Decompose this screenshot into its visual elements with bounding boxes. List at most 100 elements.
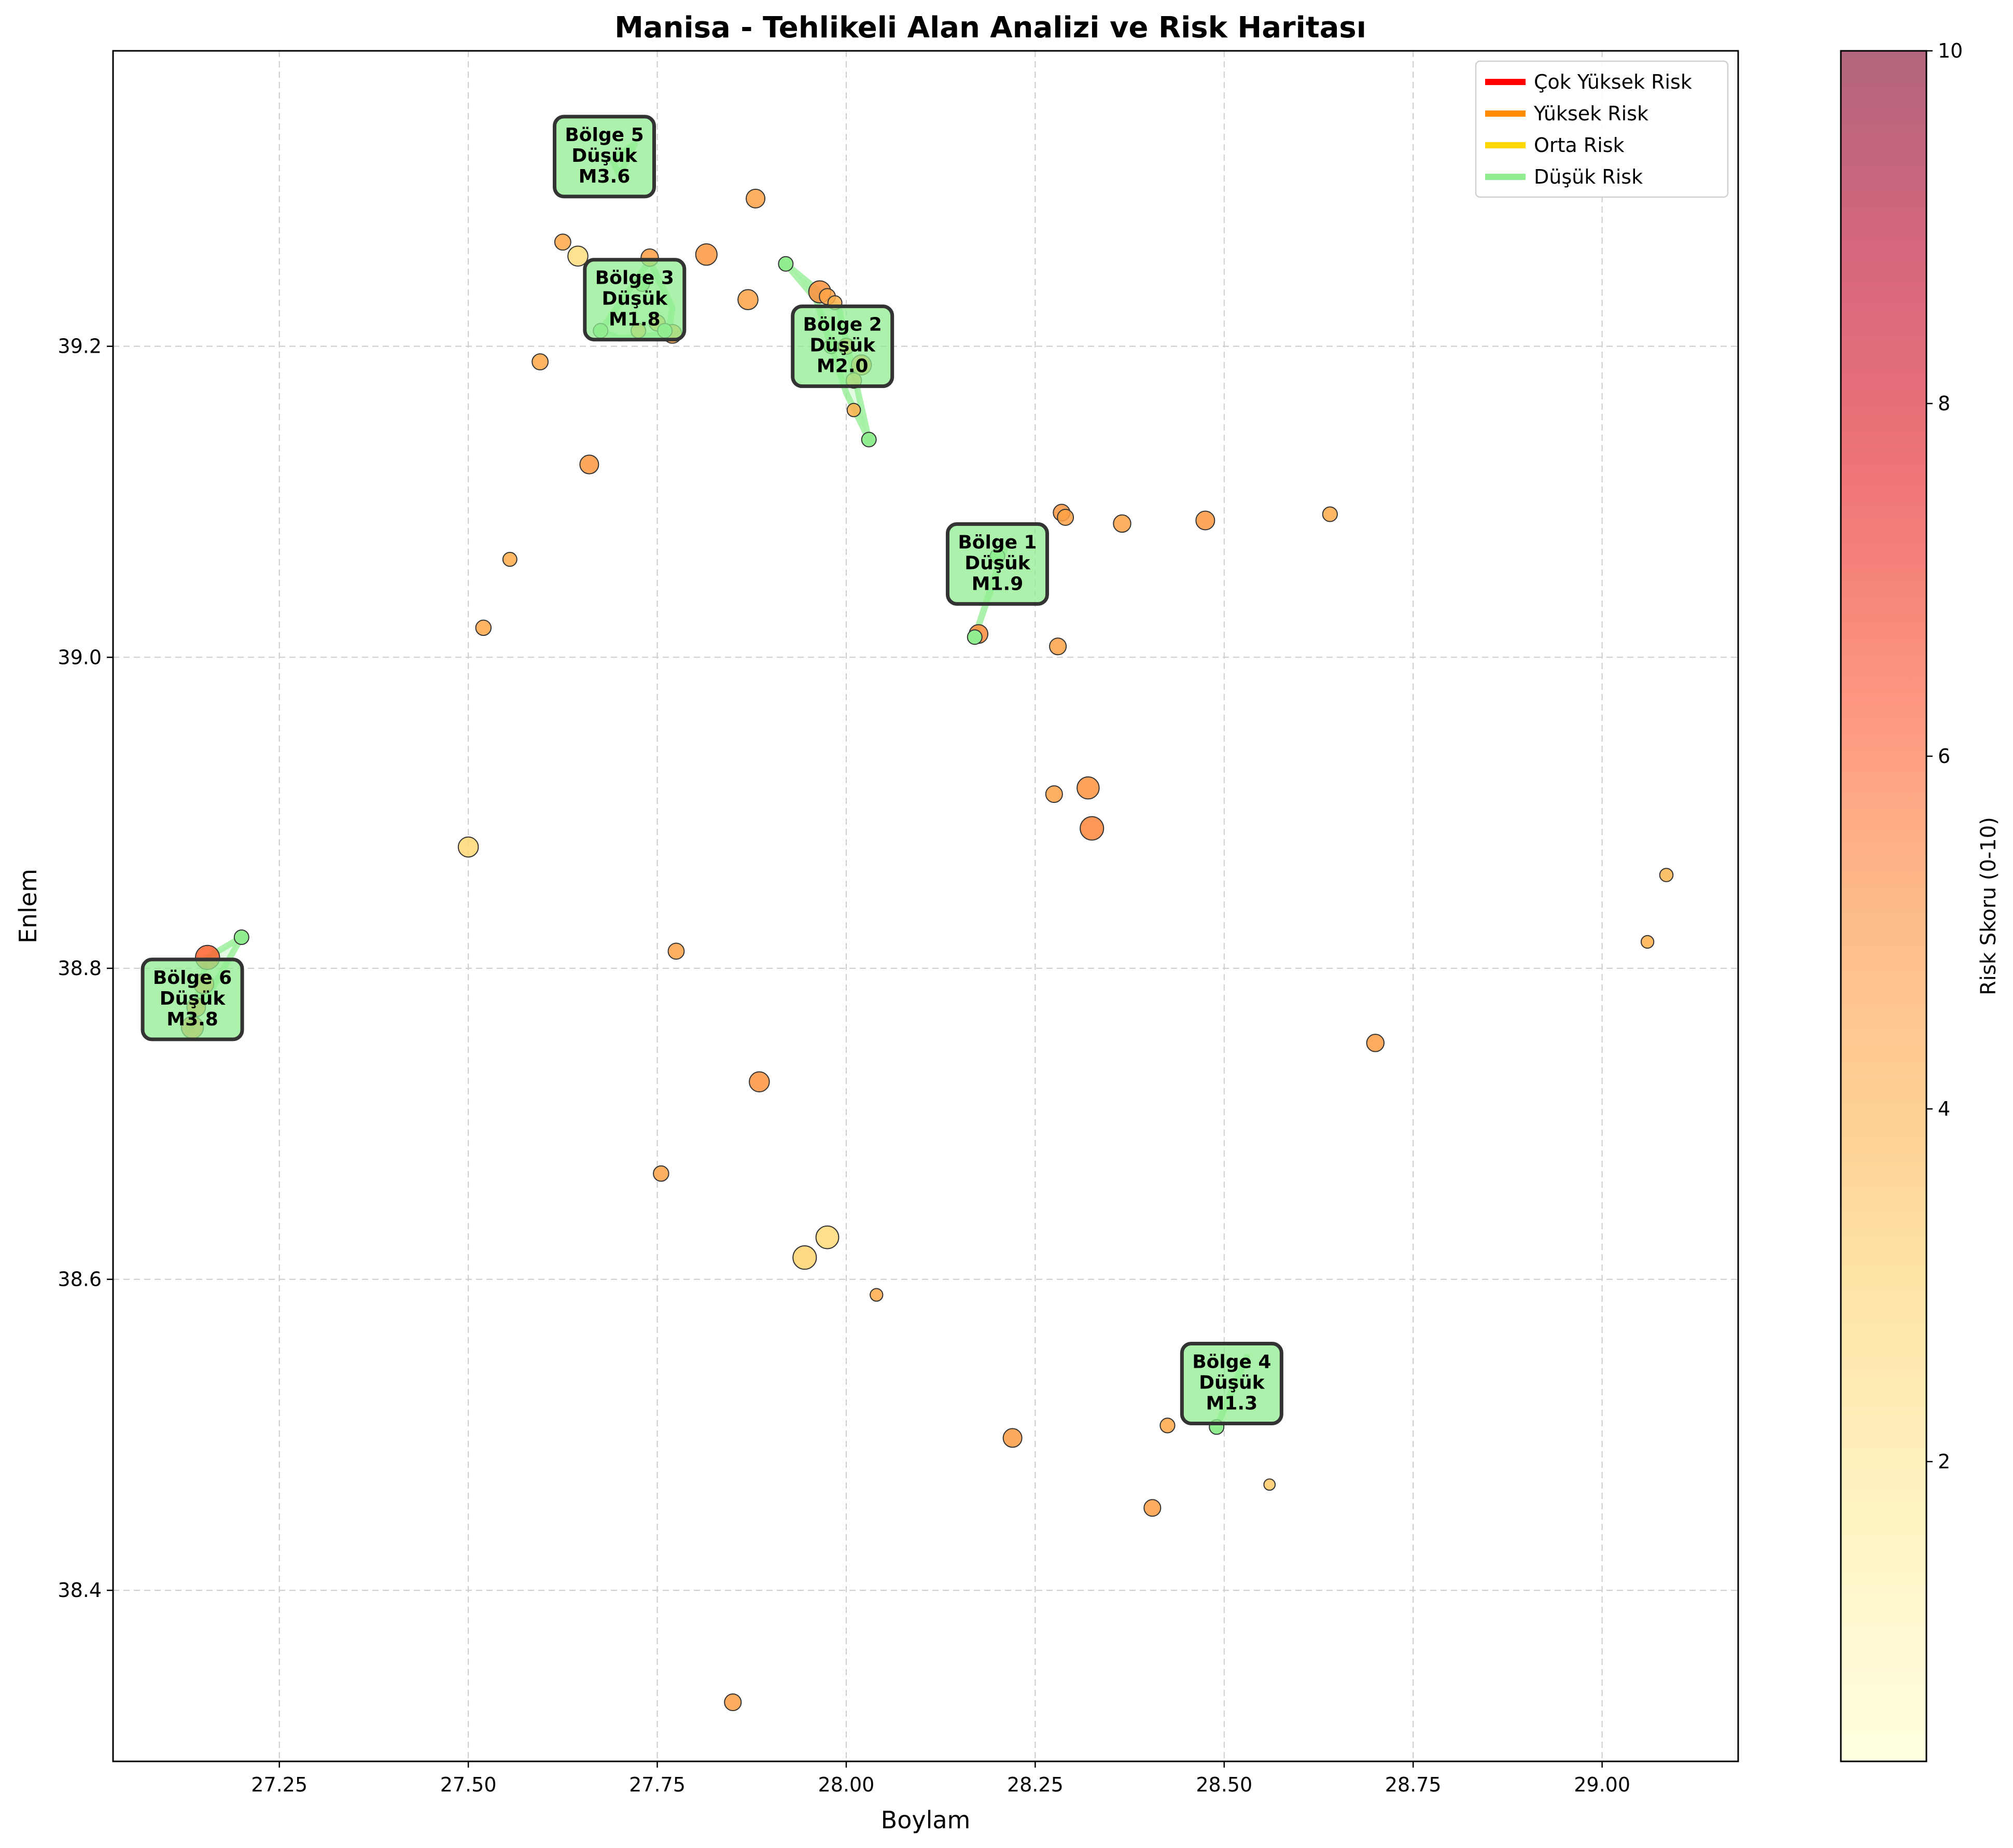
- grid-lines: [113, 51, 1738, 1761]
- y-axis-ticks: 38.4 38.6 38.8 39.0 39.2: [58, 335, 113, 1602]
- colorbar-label: Risk Skoru (0-10): [1977, 817, 2001, 995]
- data-point: [1640, 935, 1655, 949]
- zone-label-background: [583, 258, 687, 342]
- y-tick-label: 38.6: [58, 1268, 102, 1291]
- legend-label: Orta Risk: [1534, 134, 1625, 157]
- colorbar-tick-label: 8: [1938, 392, 1950, 415]
- zone-label-line: Düşük: [602, 288, 668, 310]
- zone-label-line: M1.8: [609, 309, 661, 330]
- data-point: [579, 454, 599, 475]
- chart-title: Manisa - Tehlikeli Alan Analizi ve Risk …: [614, 11, 1366, 45]
- data-point: [695, 243, 718, 266]
- data-point: [749, 1071, 770, 1093]
- zone-member-point: [861, 432, 877, 448]
- zone-label-line: Düşük: [1199, 1372, 1265, 1393]
- zone-label-line: M2.0: [817, 356, 869, 377]
- zone-label-background: [791, 304, 894, 388]
- plot-frame: [112, 50, 1739, 1762]
- colorbar-tick-label: 2: [1938, 1450, 1950, 1473]
- colorbar-gradient: [1840, 50, 1927, 1762]
- zone-label-line: Düşük: [809, 335, 876, 356]
- y-axis-label: Enlem: [14, 869, 42, 943]
- data-point: [1322, 506, 1338, 522]
- data-point: [846, 402, 861, 418]
- zone-label-background: [945, 522, 1049, 606]
- zone-label-line: M1.3: [1206, 1393, 1258, 1414]
- data-point: [567, 245, 589, 267]
- x-tick-label: 28.75: [1385, 1773, 1442, 1796]
- data-point: [1057, 509, 1074, 526]
- legend: Çok Yüksek Risk Yüksek Risk Orta Risk Düşük…: [1475, 60, 1729, 198]
- data-point: [1049, 637, 1067, 656]
- data-point: [1080, 816, 1105, 841]
- x-tick-label: 28.50: [1196, 1773, 1252, 1796]
- colorbar: 2 4 6 8 10 Risk Skoru (0-10): [1840, 39, 2001, 1762]
- data-point: [1045, 785, 1063, 803]
- zone-label-background: [1180, 1341, 1283, 1425]
- data-point: [1159, 1418, 1176, 1434]
- data-point: [1077, 776, 1100, 800]
- x-axis-ticks: 27.25 27.50 27.75 28.00 28.25 28.50 28.75 29.00: [251, 1761, 1630, 1796]
- data-point: [1366, 1034, 1385, 1052]
- x-tick-label: 27.75: [629, 1773, 686, 1796]
- zone-member-point: [233, 929, 249, 945]
- data-point: [1659, 868, 1674, 882]
- legend-label: Düşük Risk: [1534, 165, 1643, 188]
- zone-label-line: Düşük: [964, 552, 1031, 574]
- data-point: [815, 1225, 840, 1249]
- data-point: [870, 1288, 884, 1302]
- data-point: [502, 551, 518, 567]
- data-point: [532, 353, 549, 371]
- colorbar-tick-label: 6: [1938, 745, 1950, 768]
- data-point: [1002, 1428, 1023, 1448]
- x-axis-label: Boylam: [881, 1806, 971, 1834]
- y-tick-label: 38.4: [58, 1579, 102, 1602]
- zone-label-line: Bölge 3: [595, 268, 674, 289]
- colorbar-tick-label: 10: [1938, 39, 1963, 62]
- y-tick-label: 39.0: [58, 646, 102, 669]
- data-point: [792, 1245, 817, 1270]
- data-point: [457, 836, 479, 858]
- data-point: [475, 619, 492, 636]
- x-tick-label: 29.00: [1574, 1773, 1630, 1796]
- earthquake-points: [180, 188, 1674, 1712]
- data-point: [1263, 1478, 1276, 1491]
- data-point: [724, 1693, 742, 1712]
- y-tick-label: 38.8: [58, 957, 102, 980]
- data-point: [653, 1165, 669, 1182]
- zone-label-line: Düşük: [160, 988, 226, 1009]
- data-point: [1143, 1499, 1162, 1517]
- zone-label-line: Bölge 1: [958, 532, 1037, 553]
- data-point: [554, 233, 571, 251]
- zone-label-line: M3.6: [579, 166, 631, 187]
- zone-label-line: M3.8: [166, 1009, 218, 1030]
- data-point: [1195, 510, 1215, 531]
- x-tick-label: 28.25: [1007, 1773, 1064, 1796]
- x-tick-label: 28.00: [818, 1773, 875, 1796]
- data-point: [737, 289, 759, 311]
- y-tick-label: 39.2: [58, 335, 102, 358]
- data-point: [667, 942, 685, 960]
- data-point: [1113, 514, 1131, 533]
- zone-label-line: M1.9: [972, 573, 1024, 594]
- zone-label-background: [552, 115, 656, 199]
- zone-label-line: Bölge 5: [565, 124, 644, 146]
- zone-label-line: Bölge 4: [1192, 1351, 1271, 1372]
- zone-label-line: Düşük: [571, 145, 638, 166]
- colorbar-ticks: 2 4 6 8 10: [1926, 39, 1963, 1473]
- legend-label: Yüksek Risk: [1533, 102, 1648, 125]
- x-tick-label: 27.25: [251, 1773, 307, 1796]
- data-point: [746, 188, 766, 209]
- legend-box: [1475, 60, 1729, 198]
- colorbar-tick-label: 4: [1938, 1097, 1950, 1120]
- zone-label-background: [141, 957, 244, 1041]
- legend-label: Çok Yüksek Risk: [1534, 71, 1692, 93]
